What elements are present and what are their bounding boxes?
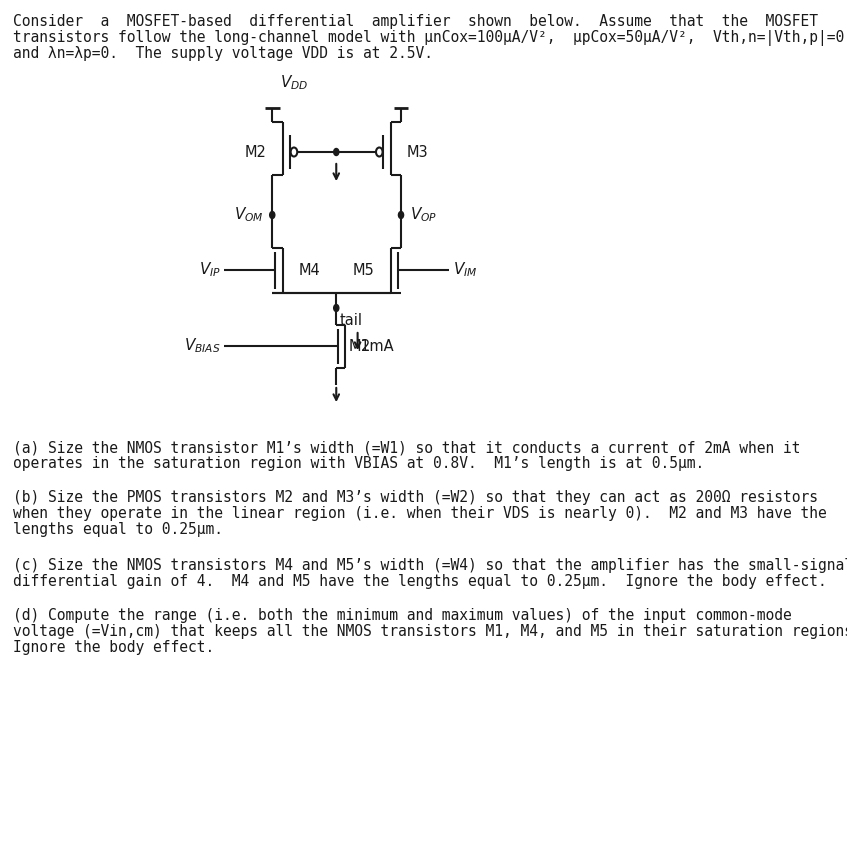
Text: 2mA: 2mA	[362, 339, 395, 353]
Circle shape	[398, 211, 403, 218]
Text: M5: M5	[352, 262, 374, 278]
Text: Ignore the body effect.: Ignore the body effect.	[14, 640, 214, 655]
Text: $V_{IM}$: $V_{IM}$	[452, 261, 477, 279]
Text: differential gain of 4.  M4 and M5 have the lengths equal to 0.25μm.  Ignore the: differential gain of 4. M4 and M5 have t…	[14, 574, 827, 589]
Circle shape	[269, 211, 274, 218]
Text: $V_{DD}$: $V_{DD}$	[280, 73, 308, 92]
Text: Consider  a  MOSFET-based  differential  amplifier  shown  below.  Assume  that : Consider a MOSFET-based differential amp…	[14, 14, 818, 29]
Text: $V_{OM}$: $V_{OM}$	[234, 205, 263, 224]
Text: lengths equal to 0.25μm.: lengths equal to 0.25μm.	[14, 522, 224, 537]
Text: (b) Size the PMOS transistors M2 and M3’s width (=W2) so that they can act as 20: (b) Size the PMOS transistors M2 and M3’…	[14, 490, 818, 505]
Text: (a) Size the NMOS transistor M1’s width (=W1) so that it conducts a current of 2: (a) Size the NMOS transistor M1’s width …	[14, 440, 800, 455]
Text: $V_{BIAS}$: $V_{BIAS}$	[184, 337, 221, 356]
Text: operates in the saturation region with VBIAS at 0.8V.  M1’s length is at 0.5μm.: operates in the saturation region with V…	[14, 456, 705, 471]
Text: transistors follow the long-channel model with μnCox=100μA/V²,  μpCox=50μA/V²,  : transistors follow the long-channel mode…	[14, 30, 847, 46]
Text: M2: M2	[245, 144, 266, 160]
Text: (d) Compute the range (i.e. both the minimum and maximum values) of the input co: (d) Compute the range (i.e. both the min…	[14, 608, 792, 623]
Text: and λn=λp=0.  The supply voltage VDD is at 2.5V.: and λn=λp=0. The supply voltage VDD is a…	[14, 46, 434, 61]
Text: M3: M3	[407, 144, 429, 160]
Text: voltage (=Vin,cm) that keeps all the NMOS transistors M1, M4, and M5 in their sa: voltage (=Vin,cm) that keeps all the NMO…	[14, 624, 847, 639]
Text: tail: tail	[340, 312, 363, 328]
Text: when they operate in the linear region (i.e. when their VDS is nearly 0).  M2 an: when they operate in the linear region (…	[14, 506, 827, 521]
Circle shape	[334, 305, 339, 312]
Text: M4: M4	[299, 262, 320, 278]
Text: $V_{OP}$: $V_{OP}$	[410, 205, 437, 224]
Circle shape	[334, 149, 339, 155]
Text: $V_{IP}$: $V_{IP}$	[199, 261, 221, 279]
Text: M1: M1	[349, 339, 370, 353]
Text: (c) Size the NMOS transistors M4 and M5’s width (=W4) so that the amplifier has : (c) Size the NMOS transistors M4 and M5’…	[14, 558, 847, 573]
